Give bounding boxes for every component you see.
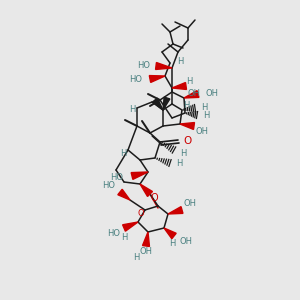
Polygon shape [123,222,138,231]
Text: H: H [201,103,207,112]
Text: H: H [180,148,186,158]
Text: O: O [150,193,158,203]
Polygon shape [172,82,187,89]
Text: H: H [186,76,192,85]
Text: OH: OH [206,89,219,98]
Text: O: O [183,136,191,146]
Text: HO: HO [137,61,151,70]
Text: HO: HO [129,76,142,85]
Text: H: H [177,58,183,67]
Polygon shape [149,76,165,82]
Polygon shape [140,184,152,197]
Text: HO: HO [110,173,123,182]
Text: OH: OH [184,200,197,208]
Polygon shape [184,91,199,98]
Text: H: H [176,160,182,169]
Text: H: H [120,149,126,158]
Text: H: H [129,106,135,115]
Polygon shape [131,172,148,179]
Text: HO: HO [102,182,115,190]
Text: H: H [122,233,128,242]
Text: H: H [134,253,140,262]
Text: OH: OH [140,248,152,256]
Polygon shape [156,62,172,70]
Text: OH: OH [179,236,192,245]
Polygon shape [163,97,170,110]
Text: H: H [169,238,175,247]
Text: O: O [138,208,144,217]
Text: HO: HO [107,230,120,238]
Text: OH: OH [188,88,201,98]
Polygon shape [180,122,194,130]
Text: H: H [183,101,189,110]
Text: H: H [203,110,209,119]
Polygon shape [153,98,163,110]
Polygon shape [164,228,176,239]
Text: OH: OH [196,127,209,136]
Polygon shape [142,232,149,247]
Polygon shape [118,189,130,200]
Polygon shape [168,207,183,214]
